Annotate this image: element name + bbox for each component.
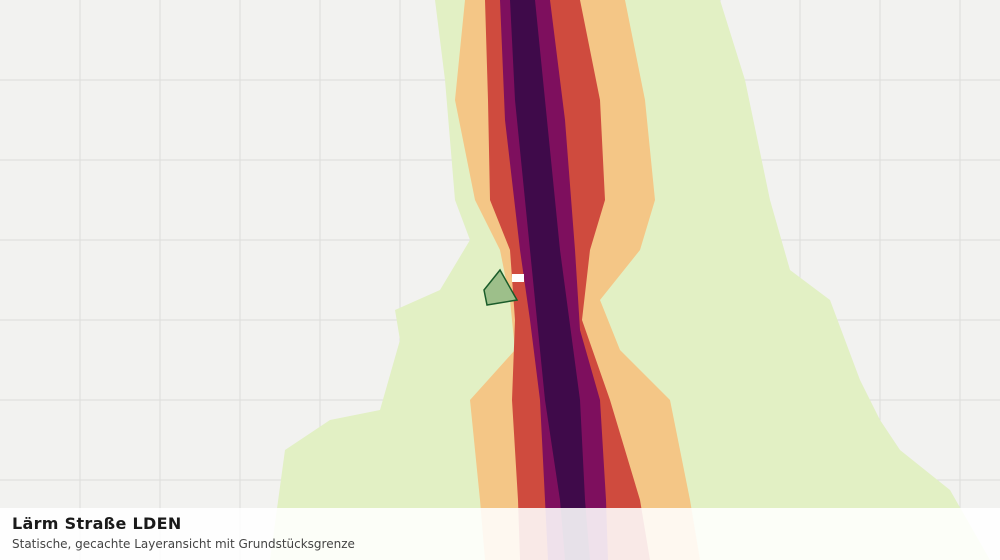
layer-subtitle: Statische, gecachte Layeransicht mit Gru… [12, 537, 355, 551]
noise-band-low [270, 0, 990, 560]
gap [512, 274, 524, 282]
parcel-boundary [483, 268, 519, 306]
layer-title: Lärm Straße LDEN [12, 514, 182, 533]
noise-band-dark [510, 0, 590, 560]
caption: Lärm Straße LDEN Statische, gecachte Lay… [0, 508, 1000, 560]
